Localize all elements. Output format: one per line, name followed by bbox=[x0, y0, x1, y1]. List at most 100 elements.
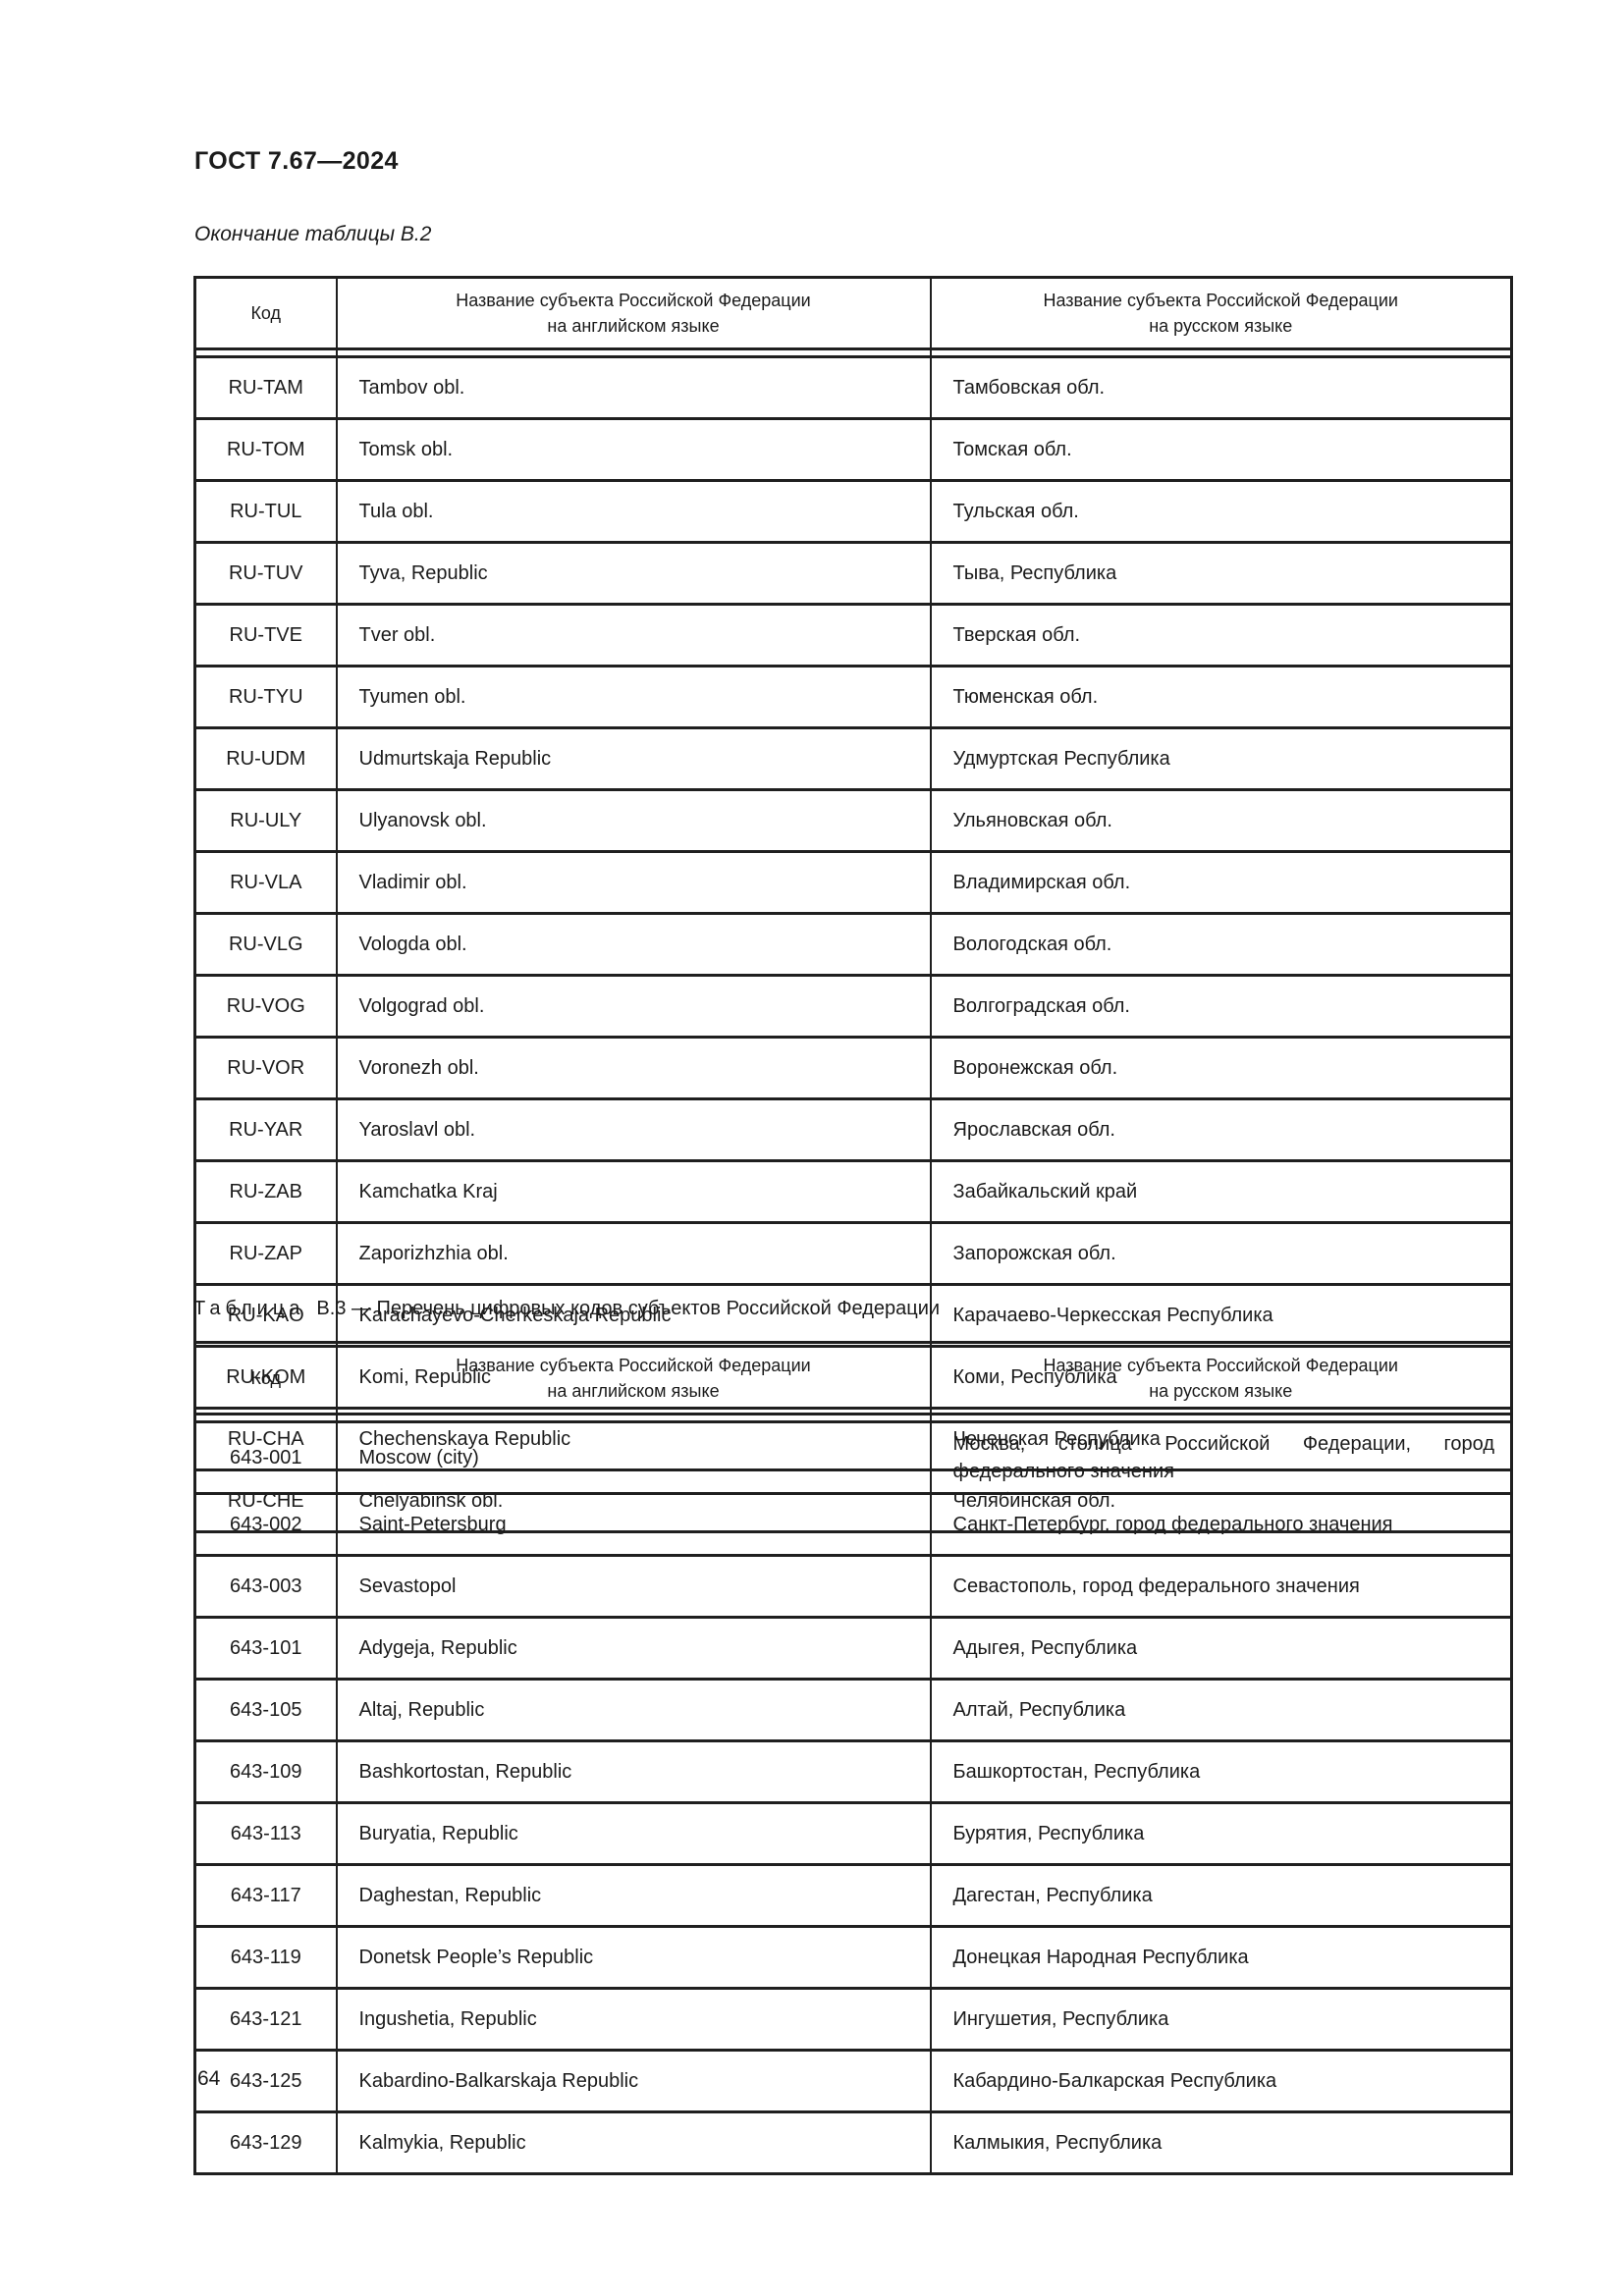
table-row: RU-TAM Tambov obl. Тамбовская обл. bbox=[193, 355, 1513, 420]
page-number: 64 bbox=[197, 2067, 221, 2090]
cell-region-name-ru: Севастополь, город федерального значения bbox=[929, 1554, 1513, 1619]
cell-region-name-en: Buryatia, Republic bbox=[335, 1801, 932, 1866]
cell-region-code: 643-113 bbox=[193, 1801, 338, 1866]
table-row: RU-VLA Vladimir obl. Владимирская обл. bbox=[193, 850, 1513, 915]
cell-region-code: RU-ULY bbox=[193, 788, 338, 853]
table-row: 643-125 Kabardino-Balkarskaja Republic К… bbox=[193, 2049, 1513, 2113]
cell-region-name-en: Tambov obl. bbox=[335, 355, 932, 420]
cell-region-code: RU-TVE bbox=[193, 603, 338, 667]
cell-region-name-ru: Кабардино-Балкарская Республика bbox=[929, 2049, 1513, 2113]
table-row: 643-003 Sevastopol Севастополь, город фе… bbox=[193, 1554, 1513, 1619]
cell-region-name-ru: Ярославская обл. bbox=[929, 1097, 1513, 1162]
table-row: RU-VOG Volgograd obl. Волгоградская обл. bbox=[193, 974, 1513, 1039]
cell-region-code: RU-VLG bbox=[193, 912, 338, 977]
cell-region-name-en: Kalmykia, Republic bbox=[335, 2110, 932, 2175]
cell-region-code: RU-TUL bbox=[193, 479, 338, 544]
column-header-code: Код bbox=[193, 276, 338, 350]
cell-region-code: 643-001 bbox=[193, 1420, 338, 1495]
cell-region-name-ru: Вологодская обл. bbox=[929, 912, 1513, 977]
cell-region-code: 643-003 bbox=[193, 1554, 338, 1619]
cell-region-name-ru: Тульская обл. bbox=[929, 479, 1513, 544]
cell-region-name-ru: Донецкая Народная Республика bbox=[929, 1925, 1513, 1990]
cell-region-code: 643-101 bbox=[193, 1616, 338, 1681]
cell-region-code: 643-002 bbox=[193, 1492, 338, 1557]
cell-region-code: RU-ZAP bbox=[193, 1221, 338, 1286]
cell-region-name-en: Adygeja, Republic bbox=[335, 1616, 932, 1681]
cell-region-name-en: Voronezh obl. bbox=[335, 1036, 932, 1100]
cell-region-name-ru: Томская обл. bbox=[929, 417, 1513, 482]
table-b3-title: Таблица В.3 — Перечень цифровых кодов суб… bbox=[193, 1298, 940, 1320]
cell-region-name-ru: Адыгея, Республика bbox=[929, 1616, 1513, 1681]
table-b3-numeric-codes: Код Название субъекта Российской Федерац… bbox=[193, 1341, 1513, 2175]
table-row: 643-109 Bashkortostan, Republic Башкорто… bbox=[193, 1739, 1513, 1804]
column-header-name-ru-line1: Название субъекта Российской Федерации bbox=[1043, 1356, 1398, 1375]
cell-region-name-en: Bashkortostan, Republic bbox=[335, 1739, 932, 1804]
cell-region-name-en: Daghestan, Republic bbox=[335, 1863, 932, 1928]
cell-region-code: RU-VOR bbox=[193, 1036, 338, 1100]
cell-region-name-ru: Тыва, Республика bbox=[929, 541, 1513, 606]
cell-region-name-ru: Тюменская обл. bbox=[929, 665, 1513, 729]
cell-region-name-en: Kabardino-Balkarskaja Republic bbox=[335, 2049, 932, 2113]
cell-region-code: RU-TYU bbox=[193, 665, 338, 729]
cell-region-name-ru: Санкт-Петербург, город федерального знач… bbox=[929, 1492, 1513, 1557]
cell-region-name-ru: Тамбовская обл. bbox=[929, 355, 1513, 420]
column-header-code: Код bbox=[193, 1341, 338, 1415]
column-header-name-ru-line2: на русском языке bbox=[1149, 316, 1293, 336]
table-row: 643-001 Moscow (city) Москва, столица Ро… bbox=[193, 1420, 1513, 1495]
cell-region-name-ru: Волгоградская обл. bbox=[929, 974, 1513, 1039]
column-header-name-en-line1: Название субъекта Российской Федерации bbox=[456, 1356, 811, 1375]
cell-region-name-en: Sevastopol bbox=[335, 1554, 932, 1619]
cell-region-code: RU-VOG bbox=[193, 974, 338, 1039]
cell-region-name-ru: Забайкальский край bbox=[929, 1159, 1513, 1224]
cell-region-code: 643-119 bbox=[193, 1925, 338, 1990]
cell-region-name-ru: Владимирская обл. bbox=[929, 850, 1513, 915]
cell-region-name-en: Donetsk People’s Republic bbox=[335, 1925, 932, 1990]
cell-region-name-ru: Запорожская обл. bbox=[929, 1221, 1513, 1286]
table-row: 643-117 Daghestan, Republic Дагестан, Ре… bbox=[193, 1863, 1513, 1928]
column-header-name-ru-line2: на русском языке bbox=[1149, 1381, 1293, 1401]
cell-region-code: 643-121 bbox=[193, 1987, 338, 2052]
cell-region-name-en: Tyumen obl. bbox=[335, 665, 932, 729]
cell-region-code: RU-ZAB bbox=[193, 1159, 338, 1224]
cell-region-name-en: Udmurtskaja Republic bbox=[335, 726, 932, 791]
column-header-name-ru: Название субъекта Российской Федерации н… bbox=[929, 1341, 1513, 1415]
table-b3-header-row: Код Название субъекта Российской Федерац… bbox=[193, 1341, 1513, 1415]
cell-region-code: RU-TUV bbox=[193, 541, 338, 606]
column-header-name-en: Название субъекта Российской Федерации н… bbox=[335, 276, 932, 350]
cell-region-name-ru: Ингушетия, Республика bbox=[929, 1987, 1513, 2052]
cell-region-name-en: Volgograd obl. bbox=[335, 974, 932, 1039]
table-b3-title-text: В.3 — Перечень цифровых кодов субъектов … bbox=[316, 1298, 941, 1319]
cell-region-name-ru: Калмыкия, Республика bbox=[929, 2110, 1513, 2175]
table-row: RU-TOM Tomsk obl. Томская обл. bbox=[193, 417, 1513, 482]
column-header-name-en-line1: Название субъекта Российской Федерации bbox=[456, 291, 811, 310]
table-row: RU-ZAB Kamchatka Kraj Забайкальский край bbox=[193, 1159, 1513, 1224]
cell-region-name-en: Tyva, Republic bbox=[335, 541, 932, 606]
cell-region-name-en: Ulyanovsk obl. bbox=[335, 788, 932, 853]
cell-region-name-en: Moscow (city) bbox=[335, 1420, 932, 1495]
cell-region-code: 643-109 bbox=[193, 1739, 338, 1804]
table-row: RU-ULY Ulyanovsk obl. Ульяновская обл. bbox=[193, 788, 1513, 853]
cell-region-code: RU-YAR bbox=[193, 1097, 338, 1162]
cell-region-name-en: Kamchatka Kraj bbox=[335, 1159, 932, 1224]
cell-region-name-ru: Башкортостан, Республика bbox=[929, 1739, 1513, 1804]
table-row: 643-101 Adygeja, Republic Адыгея, Респуб… bbox=[193, 1616, 1513, 1681]
cell-region-name-ru: Алтай, Республика bbox=[929, 1678, 1513, 1742]
cell-region-name-ru: Бурятия, Республика bbox=[929, 1801, 1513, 1866]
cell-region-name-en: Altaj, Republic bbox=[335, 1678, 932, 1742]
cell-region-code: RU-TAM bbox=[193, 355, 338, 420]
cell-region-code: RU-TOM bbox=[193, 417, 338, 482]
cell-region-name-ru: Ульяновская обл. bbox=[929, 788, 1513, 853]
cell-region-code: 643-129 bbox=[193, 2110, 338, 2175]
table-row: RU-YAR Yaroslavl obl. Ярославская обл. bbox=[193, 1097, 1513, 1162]
cell-region-code: 643-125 bbox=[193, 2049, 338, 2113]
table-row: RU-VLG Vologda obl. Вологодская обл. bbox=[193, 912, 1513, 977]
table-row: RU-TUV Tyva, Republic Тыва, Республика bbox=[193, 541, 1513, 606]
cell-region-name-ru: Москва, столица Российской Федерации, го… bbox=[929, 1420, 1513, 1495]
table-row: RU-ZAP Zaporizhzhia obl. Запорожская обл… bbox=[193, 1221, 1513, 1286]
column-header-name-en-line2: на английском языке bbox=[547, 1381, 720, 1401]
table-row: 643-119 Donetsk People’s Republic Донецк… bbox=[193, 1925, 1513, 1990]
table-row: 643-113 Buryatia, Republic Бурятия, Респ… bbox=[193, 1801, 1513, 1866]
table-b3-title-label: Таблица bbox=[193, 1298, 305, 1319]
table-row: RU-TYU Tyumen obl. Тюменская обл. bbox=[193, 665, 1513, 729]
